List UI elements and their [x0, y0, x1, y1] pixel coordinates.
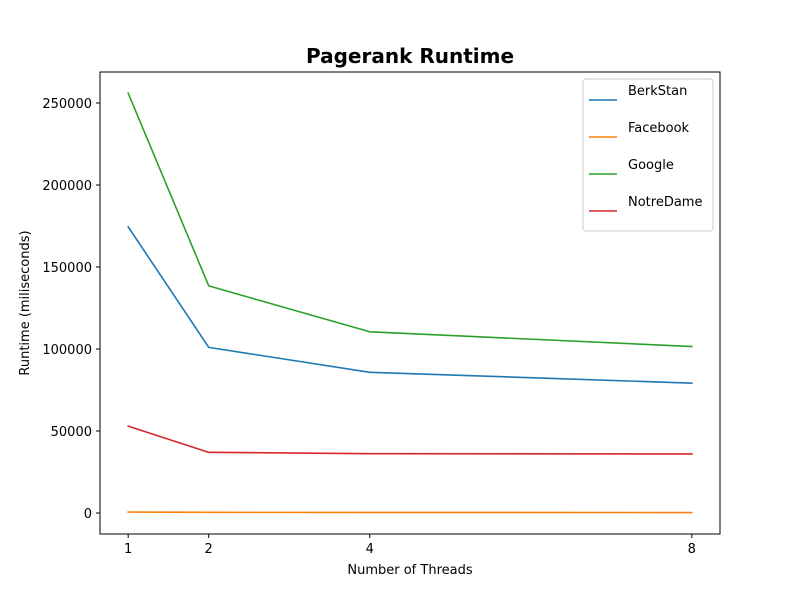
series-line-berkstan: [127, 225, 693, 384]
y-tick-label: 150000: [42, 261, 92, 276]
legend-box: [582, 78, 714, 232]
y-tick-label: 100000: [42, 343, 92, 358]
y-axis-label: Runtime (miliseconds): [18, 230, 33, 375]
chart-title: Pagerank Runtime: [306, 44, 514, 68]
legend: BerkStan Facebook Google NotreDame: [582, 78, 714, 232]
legend-label-google: Google: [628, 158, 674, 173]
y-tick-label: 50000: [51, 425, 92, 440]
x-tick-label: 1: [124, 542, 132, 557]
plot-frame: [99, 71, 721, 535]
series-line-facebook: [127, 511, 693, 514]
x-tick-label: 8: [688, 542, 696, 557]
x-axis-label: Number of Threads: [347, 563, 472, 578]
legend-label-berkstan: BerkStan: [628, 84, 687, 99]
y-tick-label: 250000: [42, 97, 92, 112]
legend-label-notredame: NotreDame: [628, 195, 702, 210]
series-line-notredame: [127, 425, 693, 455]
y-tick-label: 0: [84, 507, 92, 522]
x-tick-label: 2: [205, 542, 213, 557]
legend-label-facebook: Facebook: [628, 121, 690, 136]
series-line-google: [127, 92, 693, 348]
y-tick-label: 200000: [42, 179, 92, 194]
x-tick-label: 4: [366, 542, 374, 557]
